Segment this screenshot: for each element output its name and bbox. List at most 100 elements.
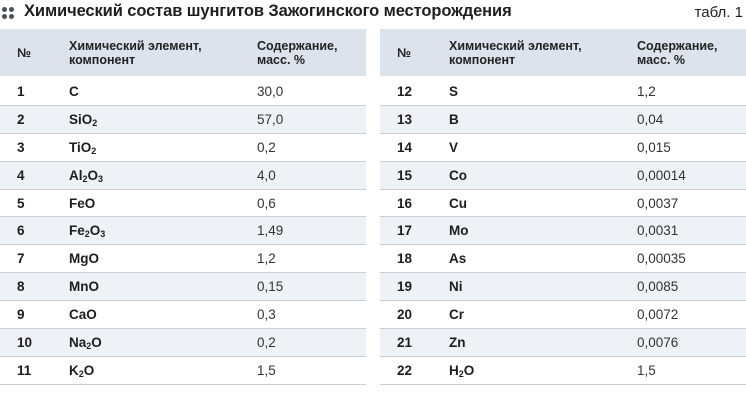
row-content: 1,5 [620, 356, 746, 385]
table-row: 2 SiO2 57,0 [0, 105, 366, 134]
dots-icon [2, 7, 16, 21]
table-row: 21 Zn 0,0076 [380, 328, 746, 357]
row-number: 15 [380, 161, 432, 190]
row-number: 3 [0, 133, 52, 162]
table-row: 12 S 1,2 [380, 77, 746, 106]
row-content: 0,0031 [620, 216, 746, 246]
row-number: 1 [0, 77, 52, 106]
row-number: 19 [380, 272, 432, 302]
row-component: Ni [432, 272, 620, 302]
row-content: 0,0076 [620, 328, 746, 357]
row-content: 0,00014 [620, 161, 746, 190]
row-number: 12 [380, 77, 432, 106]
row-content: 0,15 [240, 272, 366, 302]
table-row: 5 FeO 0,6 [0, 189, 366, 218]
row-content: 30,0 [240, 77, 366, 106]
column-header-number: № [380, 29, 432, 78]
row-component: As [432, 244, 620, 274]
row-component: Mo [432, 216, 620, 246]
row-content: 0,2 [240, 133, 366, 162]
row-number: 4 [0, 161, 52, 190]
row-number: 6 [0, 216, 52, 246]
row-content: 0,00035 [620, 244, 746, 274]
row-component: C [52, 77, 240, 106]
row-content: 1,49 [240, 216, 366, 246]
row-number: 16 [380, 189, 432, 218]
column-header-content: Содержание, масс. % [240, 29, 366, 78]
table-row: 9 CaO 0,3 [0, 300, 366, 330]
row-number: 13 [380, 105, 432, 134]
column-header-element: Химический элемент, компонент [52, 29, 240, 78]
table-row: 16 Cu 0,0037 [380, 189, 746, 218]
row-content: 57,0 [240, 105, 366, 134]
row-component: Cr [432, 300, 620, 330]
row-component: Al2O3 [52, 161, 240, 190]
row-component: TiO2 [52, 133, 240, 162]
table-row: 17 Mo 0,0031 [380, 216, 746, 246]
row-content: 0,2 [240, 328, 366, 357]
table-row: 8 MnO 0,15 [0, 272, 366, 302]
table-row: 18 As 0,00035 [380, 244, 746, 274]
row-component: Zn [432, 328, 620, 357]
table-row: 22 H2O 1,5 [380, 356, 746, 385]
row-component: MnO [52, 272, 240, 302]
row-content: 0,3 [240, 300, 366, 330]
table-number-label: табл. 1 [694, 4, 743, 21]
table-row: 13 B 0,04 [380, 105, 746, 134]
row-component: S [432, 77, 620, 106]
table-row: 15 Co 0,00014 [380, 161, 746, 190]
row-number: 21 [380, 328, 432, 357]
table-row: 4 Al2O3 4,0 [0, 161, 366, 190]
row-content: 1,5 [240, 356, 366, 385]
row-number: 7 [0, 244, 52, 274]
row-component: SiO2 [52, 105, 240, 134]
column-header-element: Химический элемент, компонент [432, 29, 620, 78]
composition-table-right: № Химический элемент, компонент Содержан… [380, 29, 746, 385]
row-component: B [432, 105, 620, 134]
row-content: 1,2 [240, 244, 366, 274]
column-header-number: № [0, 29, 52, 78]
row-number: 18 [380, 244, 432, 274]
table-row: 6 Fe2O3 1,49 [0, 216, 366, 246]
composition-table-left: № Химический элемент, компонент Содержан… [0, 29, 366, 385]
row-component: K2O [52, 356, 240, 385]
row-content: 0,0037 [620, 189, 746, 218]
table-row: 20 Cr 0,0072 [380, 300, 746, 330]
table-row: 11 K2O 1,5 [0, 356, 366, 385]
table-row: 19 Ni 0,0085 [380, 272, 746, 302]
table-row: 7 MgO 1,2 [0, 244, 366, 274]
row-content: 1,2 [620, 77, 746, 106]
table-header-row: № Химический элемент, компонент Содержан… [0, 29, 366, 78]
row-number: 2 [0, 105, 52, 134]
row-number: 20 [380, 300, 432, 330]
row-content: 0,04 [620, 105, 746, 134]
table-title: Химический состав шунгитов Зажогинского … [24, 2, 512, 20]
row-component: Fe2O3 [52, 216, 240, 246]
row-number: 14 [380, 133, 432, 162]
row-component: Na2O [52, 328, 240, 357]
table-row: 1 C 30,0 [0, 77, 366, 106]
table-row: 14 V 0,015 [380, 133, 746, 162]
table-header-bar: Химический состав шунгитов Зажогинского … [0, 0, 746, 28]
row-number: 22 [380, 356, 432, 385]
row-component: CaO [52, 300, 240, 330]
row-content: 0,0085 [620, 272, 746, 302]
row-component: MgO [52, 244, 240, 274]
row-number: 17 [380, 216, 432, 246]
row-content: 0,0072 [620, 300, 746, 330]
row-content: 4,0 [240, 161, 366, 190]
row-component: Co [432, 161, 620, 190]
row-number: 8 [0, 272, 52, 302]
row-number: 11 [0, 356, 52, 385]
row-component: FeO [52, 189, 240, 218]
row-component: H2O [432, 356, 620, 385]
column-header-content: Содержание, масс. % [620, 29, 746, 78]
row-number: 9 [0, 300, 52, 330]
row-content: 0,6 [240, 189, 366, 218]
row-content: 0,015 [620, 133, 746, 162]
row-component: V [432, 133, 620, 162]
table-row: 3 TiO2 0,2 [0, 133, 366, 162]
row-component: Cu [432, 189, 620, 218]
row-number: 5 [0, 189, 52, 218]
table-header-row: № Химический элемент, компонент Содержан… [380, 29, 746, 78]
